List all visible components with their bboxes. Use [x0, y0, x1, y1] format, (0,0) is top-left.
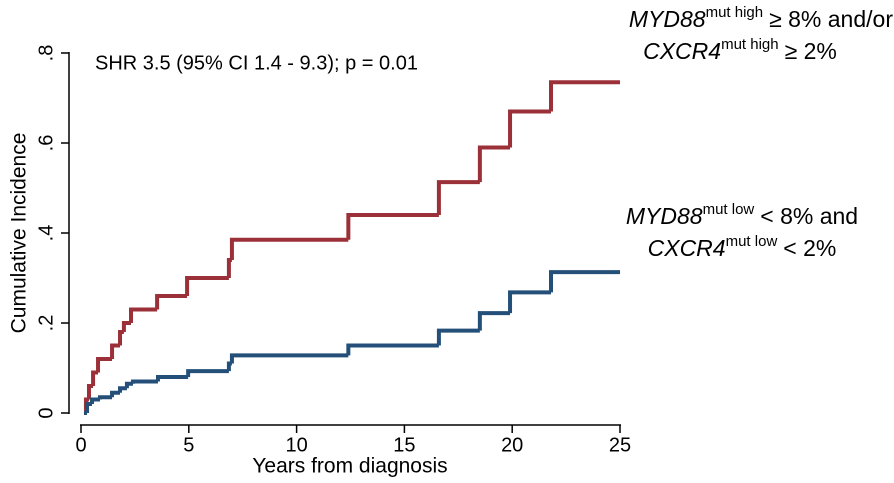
step-segment	[129, 307, 158, 323]
step-segment	[110, 390, 121, 398]
series-label-part: CXCR4	[648, 235, 726, 261]
step-segment	[436, 328, 480, 346]
series-label-part: ≥ 8% and/or	[769, 6, 893, 32]
series-label-part: mut high	[706, 4, 764, 21]
step-segment	[477, 311, 511, 331]
y-tick-label: 0	[35, 407, 57, 418]
step-segment	[549, 270, 620, 293]
step-segment	[91, 370, 99, 386]
step-segment	[477, 145, 511, 183]
series-label-part: < 8% and	[760, 203, 858, 229]
x-tick-label: 25	[609, 434, 631, 456]
series-label-part: MYD88	[629, 6, 706, 32]
y-tick-label: .4	[35, 225, 57, 242]
step-segment	[346, 213, 439, 240]
step-segment	[110, 343, 121, 359]
step-segment	[97, 395, 113, 400]
x-axis-title: Years from diagnosis	[252, 455, 447, 478]
y-axis-title: Cumulative Incidence	[8, 133, 31, 334]
step-segment	[86, 384, 94, 400]
step-segment	[121, 321, 132, 332]
y-tick-label: .8	[35, 45, 57, 62]
step-segment	[549, 80, 620, 112]
series-label-part: mut low	[703, 201, 755, 218]
y-tick-label: .2	[35, 315, 57, 332]
step-segment	[508, 290, 552, 314]
step-segment	[118, 386, 127, 393]
step-segment	[226, 258, 232, 278]
step-segment	[186, 369, 229, 377]
series-label-part: ≥ 2%	[785, 38, 837, 64]
step-segment	[124, 381, 133, 389]
y-tick-label: .6	[35, 135, 57, 152]
step-segment	[185, 276, 229, 296]
x-tick-label: 20	[501, 434, 523, 456]
series-label-part: MYD88	[626, 203, 703, 229]
series-label: MYD88mut low < 8% and	[626, 201, 858, 229]
step-segment	[436, 180, 480, 215]
series-label: CXCR4mut high ≥ 2%	[643, 36, 837, 64]
series-label-part: CXCR4	[643, 38, 721, 64]
step-segment	[229, 353, 349, 364]
step-segment	[130, 379, 158, 384]
series-label-part: < 2%	[783, 235, 836, 261]
x-tick-label: 10	[285, 434, 307, 456]
series-label-part: mut high	[721, 36, 779, 53]
step-segment	[155, 375, 189, 382]
step-segment	[96, 357, 113, 373]
series-label: CXCR4mut low < 2%	[648, 233, 837, 261]
x-tick-label: 15	[393, 434, 415, 456]
step-segment	[85, 402, 92, 413]
series-label: MYD88mut high ≥ 8% and/or	[629, 4, 893, 32]
step-segment	[229, 237, 349, 260]
step-segment	[346, 343, 439, 356]
series-label-part: mut low	[726, 233, 778, 250]
step-segment	[226, 361, 232, 372]
step-segment	[508, 109, 552, 148]
x-tick-label: 5	[183, 434, 194, 456]
step-segment	[118, 330, 124, 346]
x-tick-label: 0	[75, 434, 86, 456]
annotation: SHR 3.5 (95% CI 1.4 - 9.3); p = 0.01	[95, 52, 418, 74]
step-segment	[89, 397, 100, 404]
step-segment	[155, 294, 188, 310]
